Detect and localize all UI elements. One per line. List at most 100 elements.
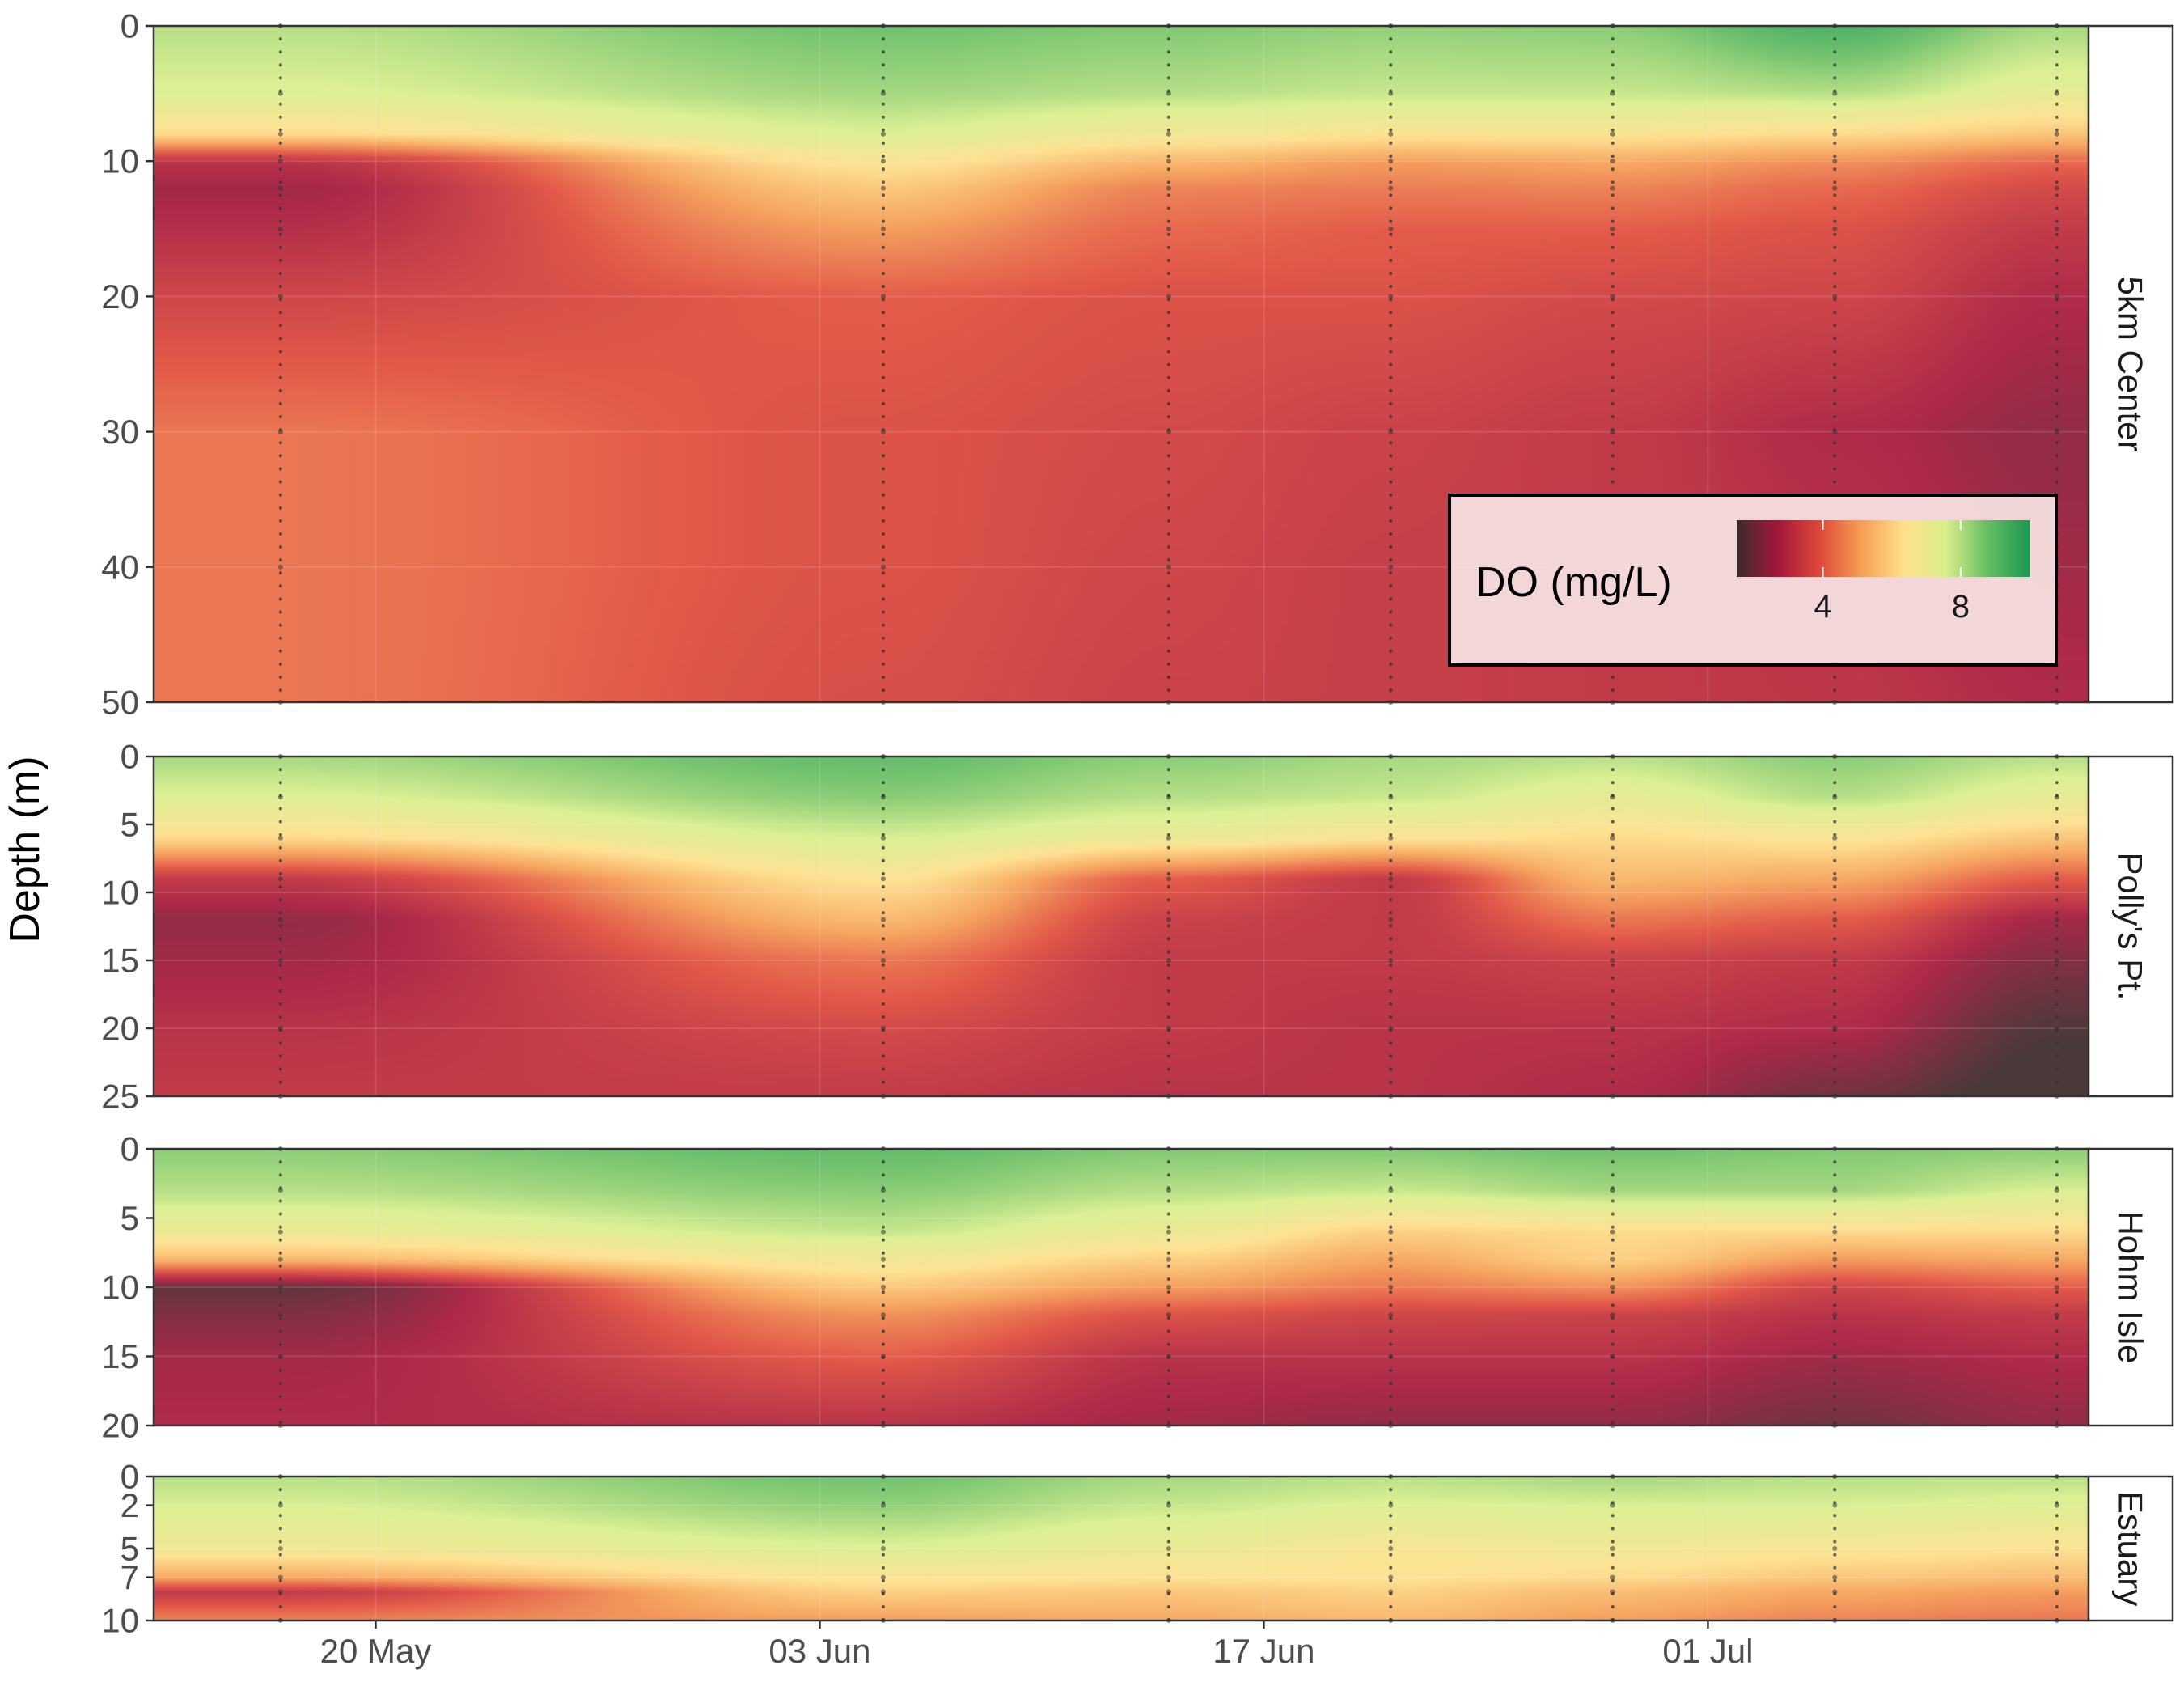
sample-point [1832, 1256, 1838, 1262]
sample-point [880, 226, 886, 231]
y-tick-label: 20 [101, 278, 139, 316]
sample-point [277, 1188, 283, 1193]
sample-point [1610, 835, 1615, 841]
sample-point [1832, 429, 1838, 434]
sample-point [1832, 1312, 1838, 1318]
sample-point [1388, 294, 1394, 299]
y-tick-label: 0 [121, 7, 139, 45]
sample-point [1166, 564, 1171, 570]
y-tick-label: 2 [121, 1486, 139, 1524]
y-axis-title: Depth (m) [2, 756, 49, 943]
facet-strip [2087, 1147, 2174, 1427]
sample-point [277, 1256, 283, 1262]
sample-point [880, 958, 886, 963]
sample-point [1166, 226, 1171, 231]
y-tick-label: 10 [101, 142, 139, 180]
sample-point [2054, 1354, 2059, 1359]
facet-strip-label: Polly's Pt. [2112, 852, 2150, 1000]
sample-point [277, 1502, 283, 1508]
panel-1: 5km Center 0 10 20 30 40 50 [101, 7, 2174, 722]
y-tick-label: 5 [121, 1199, 139, 1237]
sample-point [1166, 1354, 1171, 1359]
sample-point [1388, 226, 1394, 231]
sample-point [1832, 1026, 1838, 1031]
facet-strip-label: Hohm Isle [2112, 1210, 2150, 1363]
sample-point [880, 835, 886, 841]
sample-point [277, 876, 283, 882]
sample-point [2054, 226, 2059, 231]
y-tick-label: 10 [101, 1269, 139, 1307]
sample-point [2054, 958, 2059, 963]
facet-strip-label: Estuary [2112, 1491, 2150, 1606]
sample-point [277, 1026, 283, 1031]
sample-point [277, 958, 283, 963]
sample-point [1166, 131, 1171, 137]
sample-point [880, 1589, 886, 1595]
sample-point [277, 564, 283, 570]
sample-point [2054, 185, 2059, 191]
sample-point [1166, 1188, 1171, 1193]
facet-strip [2087, 755, 2174, 1098]
sample-point [277, 1354, 283, 1359]
sample-point [1388, 1188, 1394, 1193]
sample-point [880, 1502, 886, 1508]
sample-point [1610, 1026, 1615, 1031]
sample-point [880, 1026, 886, 1031]
sample-point [1610, 1589, 1615, 1595]
sample-point [1832, 1574, 1838, 1580]
sample-point [1166, 185, 1171, 191]
sample-point [1610, 1502, 1615, 1508]
sample-point [1166, 429, 1171, 434]
sample-point [1832, 1354, 1838, 1359]
heat-field [154, 1149, 2089, 1426]
sample-point [2054, 1589, 2059, 1595]
sample-point [1388, 159, 1394, 164]
sample-point [1166, 835, 1171, 841]
sample-point [1388, 564, 1394, 570]
sample-point [1832, 185, 1838, 191]
sample-point [880, 1188, 886, 1193]
x-tick-label: 01 Jul [1662, 1632, 1753, 1670]
y-tick-label: 0 [121, 1458, 139, 1496]
y-tick-label: 5 [121, 806, 139, 844]
y-tick-label: 20 [101, 1407, 139, 1445]
sample-point [1832, 226, 1838, 231]
sample-point [2054, 294, 2059, 299]
sample-point [1610, 185, 1615, 191]
sample-point [1388, 1026, 1394, 1031]
sample-point [277, 429, 283, 434]
sample-point [277, 835, 283, 841]
sample-point [880, 794, 886, 800]
sample-point [2054, 91, 2059, 96]
sample-point [1610, 794, 1615, 800]
y-tick-label: 10 [101, 1602, 139, 1640]
sample-point [1166, 876, 1171, 882]
facet-strip [2087, 1475, 2174, 1622]
sample-point [1832, 1229, 1838, 1235]
sample-point [2054, 835, 2059, 841]
sample-point [1832, 159, 1838, 164]
sample-point [1388, 1502, 1394, 1508]
sample-point [880, 876, 886, 882]
sample-point [2054, 1026, 2059, 1031]
heat-field [154, 1477, 2089, 1621]
sample-point [2054, 876, 2059, 882]
x-tick-label: 03 Jun [768, 1632, 870, 1670]
legend-tick-label: 4 [1814, 589, 1831, 625]
sample-point [1610, 226, 1615, 231]
sample-point [2054, 1546, 2059, 1551]
sample-point [1832, 1188, 1838, 1193]
sample-point [1832, 91, 1838, 96]
sample-point [1610, 1256, 1615, 1262]
sample-point [1166, 958, 1171, 963]
sample-point [1388, 1256, 1394, 1262]
sample-point [1388, 1589, 1394, 1595]
sample-point [277, 1229, 283, 1235]
sample-point [2054, 794, 2059, 800]
sample-point [2054, 1256, 2059, 1262]
sample-point [1388, 1546, 1394, 1551]
sample-point [277, 1574, 283, 1580]
sample-point [277, 131, 283, 137]
y-tick-label: 7 [121, 1558, 139, 1596]
